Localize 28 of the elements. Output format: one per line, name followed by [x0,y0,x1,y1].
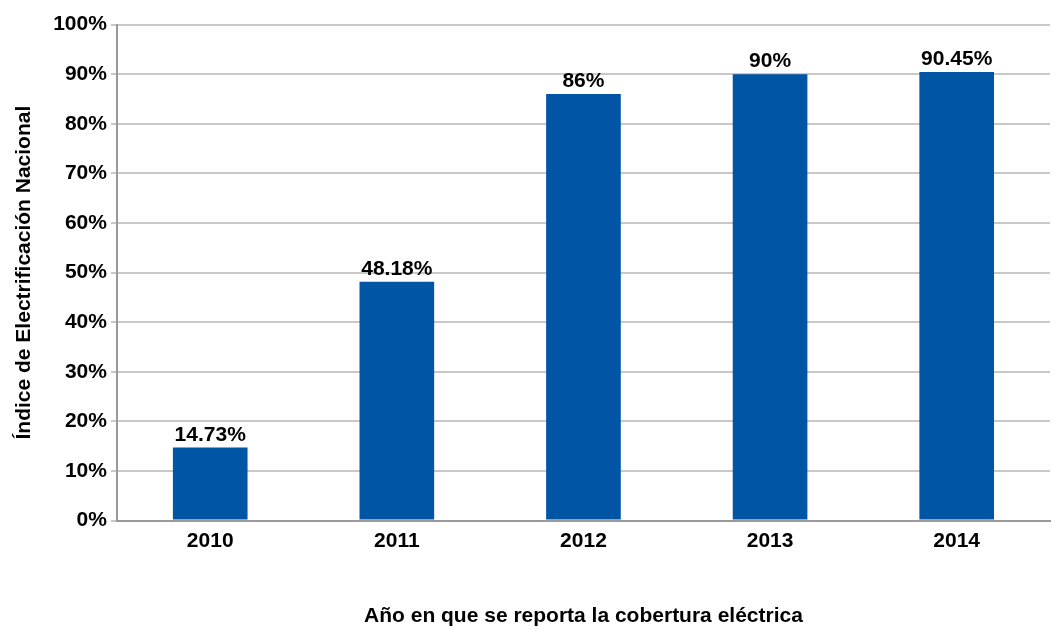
y-tick-label: 10% [64,457,108,481]
x-tick-label: 2013 [746,528,794,551]
x-tick-label: 2014 [933,528,981,551]
data-label: 90% [749,48,792,72]
bar [732,74,808,520]
y-tick-label: 70% [64,160,108,184]
y-tick-label: 50% [64,259,108,283]
y-tick-label: 60% [64,209,108,233]
data-label: 86% [562,68,605,92]
x-axis-title: Año en que se reporta la cobertura eléctrica [364,603,804,627]
y-axis-title: Índice de Electrificación Nacional [11,105,35,440]
x-tick-label: 2011 [374,528,420,551]
y-tick-label: 80% [64,110,108,134]
y-tick-label: 0% [76,507,108,531]
bar [546,94,621,520]
x-tick-label: 2012 [560,528,607,551]
bar [919,71,995,520]
y-tick-label: 40% [64,309,108,332]
y-tick-label: 100% [53,11,108,35]
x-tick-label: 2010 [186,528,234,551]
y-tick-label: 30% [64,358,108,382]
data-label: 90.45% [921,46,993,70]
bar [172,447,248,520]
y-tick-label: 90% [64,61,108,84]
data-label: 48.18% [361,255,433,279]
y-tick-label: 20% [64,408,108,432]
data-label: 14.73% [174,421,247,445]
bar [359,281,435,520]
